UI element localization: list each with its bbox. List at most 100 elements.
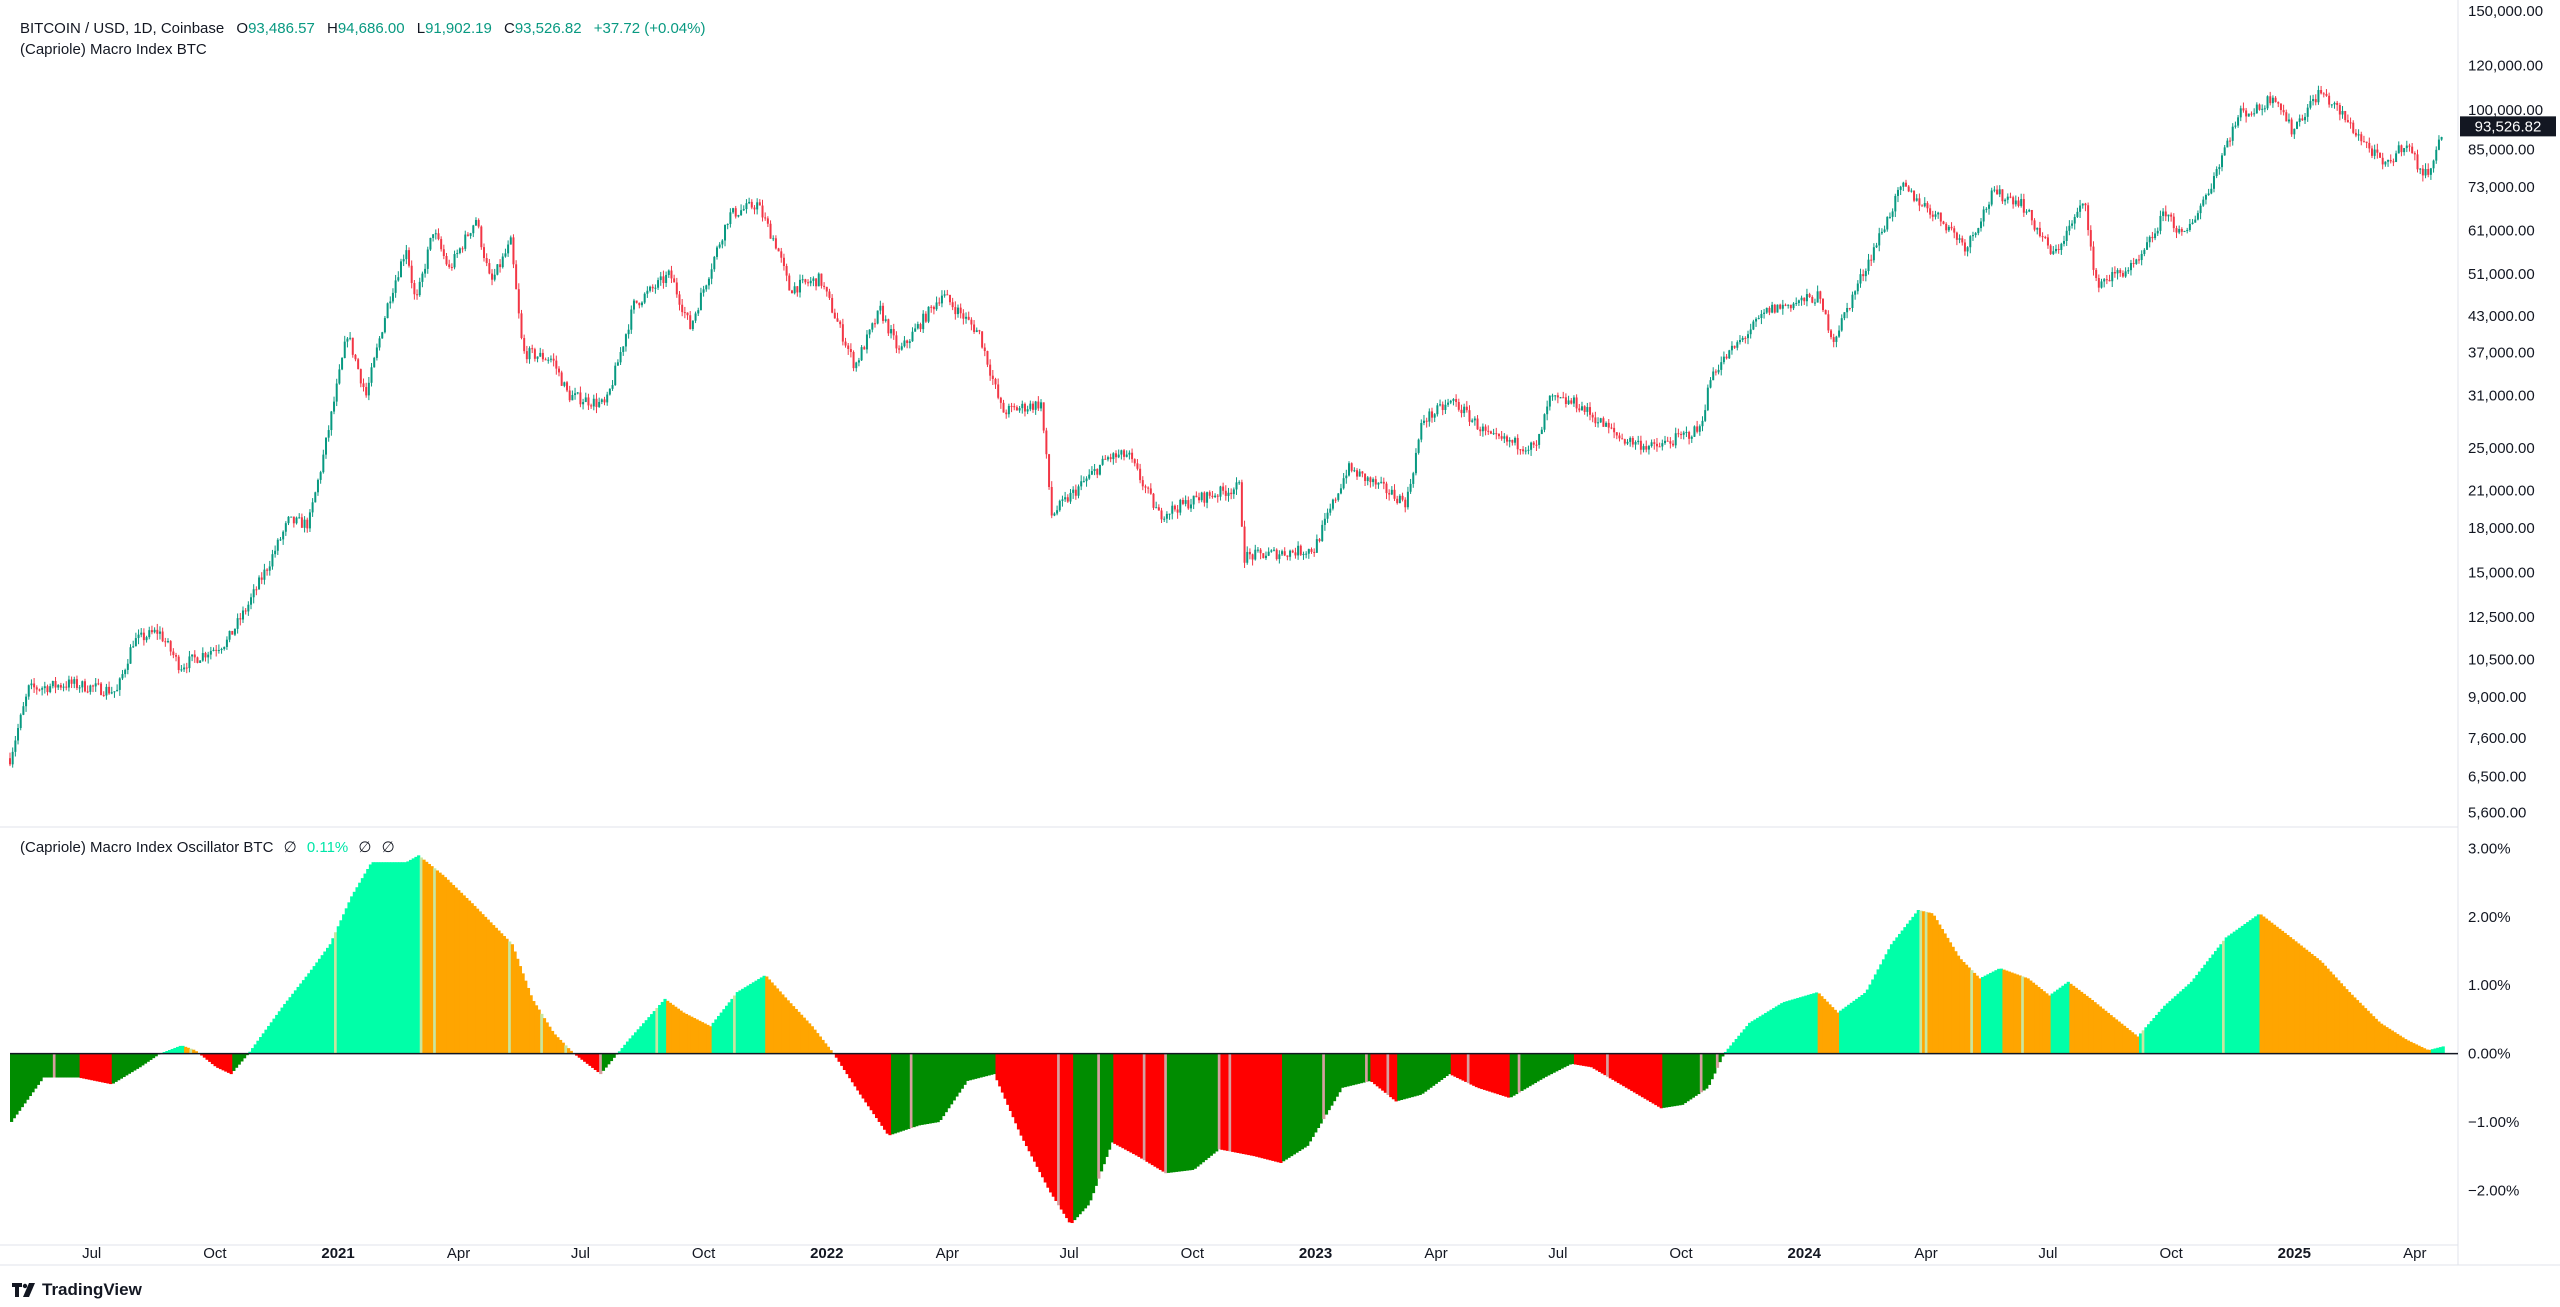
candle-body (1441, 404, 1444, 410)
oscillator-bar (754, 980, 758, 1054)
oscillator-bar (1008, 1053, 1013, 1112)
candle-body (2121, 273, 2124, 277)
oscillator-value: 0.11% (306, 839, 349, 856)
oscillator-bar (2371, 1016, 2376, 1054)
oscillator-bar (2114, 1019, 2119, 1054)
oscillator-bar (1030, 1053, 1034, 1157)
candle-body (1690, 436, 1693, 439)
oscillator-bar (553, 1034, 557, 1054)
oscillator-bar (216, 1053, 220, 1068)
oscillator-bar (1592, 1053, 1596, 1069)
candle-body (2108, 279, 2111, 282)
candle-body (1629, 437, 1632, 442)
symbol-title[interactable]: BITCOIN / USD, 1D, Coinbase (20, 20, 225, 37)
oscillator-bar (2037, 986, 2041, 1054)
candle-body (1982, 209, 1985, 222)
oscillator-bar (679, 1010, 683, 1054)
oscillator-title[interactable]: (Capriole) Macro Index Oscillator BTC (20, 839, 274, 856)
candle-body (424, 268, 427, 274)
oscillator-bar (326, 947, 330, 1054)
oscillator-bar (2072, 985, 2076, 1054)
candle-body (732, 208, 735, 213)
candle-body (740, 210, 743, 216)
oscillator-bar (2216, 947, 2220, 1054)
candle-body (434, 233, 437, 235)
oscillator-bar (1207, 1053, 1211, 1158)
candle-body (1080, 481, 1083, 487)
oscillator-bar (2264, 918, 2269, 1054)
oscillator-bar (958, 1053, 962, 1093)
oscillator-bar (518, 966, 523, 1054)
tradingview-brand[interactable]: TradingView (12, 1280, 142, 1300)
oscillator-bar (1458, 1053, 1462, 1080)
candle-body (1147, 487, 1150, 489)
candle-body (67, 679, 70, 688)
candle-body (922, 313, 925, 330)
oscillator-bar (1980, 977, 1985, 1054)
candle-body (1171, 505, 1174, 514)
candle-body (831, 297, 834, 313)
candle-body (2397, 145, 2400, 154)
candle-body (1511, 439, 1514, 443)
candle-body (793, 286, 796, 294)
candle-body (906, 340, 909, 343)
candle-body (619, 351, 622, 363)
oscillator-bar (1421, 1053, 1425, 1094)
oscillator-bar (395, 862, 399, 1054)
candle-body (30, 683, 33, 686)
candle-body (1950, 226, 1953, 229)
candle-body (1655, 443, 1658, 447)
oscillator-bar (628, 1038, 632, 1054)
candle-body (1996, 189, 1999, 195)
oscillator-bar (1212, 1053, 1216, 1154)
oscillator-bar (2345, 989, 2349, 1054)
candle-body (167, 641, 170, 643)
oscillator-bar (826, 1046, 830, 1054)
candle-body (1484, 426, 1487, 431)
candle-body (1195, 495, 1198, 498)
candle-body (1198, 497, 1201, 501)
oscillator-bar (2374, 1018, 2378, 1054)
oscillator-bar (2404, 1039, 2408, 1054)
candle-body (2437, 139, 2440, 150)
oscillator-bar (2101, 1008, 2105, 1054)
candle-body (2183, 230, 2186, 232)
candle-body (116, 689, 119, 692)
candle-body (608, 388, 611, 395)
candle-body (2215, 169, 2218, 177)
oscillator-bar (960, 1053, 964, 1089)
candle-body (1985, 208, 1988, 210)
candle-body (598, 401, 601, 407)
oscillator-bar (1699, 1053, 1704, 1093)
oscillator-bar (323, 951, 327, 1054)
oscillator-bar (1718, 1053, 1722, 1063)
oscillator-bar (267, 1025, 271, 1054)
candle-body (2432, 160, 2435, 169)
candle-body (2384, 161, 2387, 165)
oscillator-bar (98, 1053, 102, 1082)
oscillator-bar (1748, 1022, 1752, 1054)
oscillator-bar (1922, 911, 1926, 1054)
tradingview-label: TradingView (42, 1280, 142, 1299)
candle-body (1913, 190, 1916, 201)
candle-body (649, 286, 652, 291)
oscillator-bar (1303, 1053, 1307, 1148)
oscillator-bar (2104, 1010, 2108, 1054)
oscillator-bar (26, 1053, 30, 1100)
oscillator-bar (845, 1053, 849, 1075)
oscillator-bar (1150, 1053, 1155, 1166)
candle-body (193, 654, 196, 658)
candle-body (2210, 188, 2213, 194)
candle-body (1476, 418, 1479, 430)
oscillator-bar (1065, 1053, 1069, 1219)
oscillator-bar (1437, 1053, 1441, 1082)
oscillator-bar (1731, 1042, 1736, 1054)
oscillator-bar (1715, 1053, 1720, 1068)
oscillator-bar (1348, 1053, 1353, 1086)
oscillator-bar (1576, 1053, 1580, 1065)
indicator-title[interactable]: (Capriole) Macro Index BTC (20, 41, 207, 58)
candle-body (1374, 479, 1377, 485)
candle-body (1661, 443, 1664, 447)
oscillator-bar (427, 863, 431, 1054)
